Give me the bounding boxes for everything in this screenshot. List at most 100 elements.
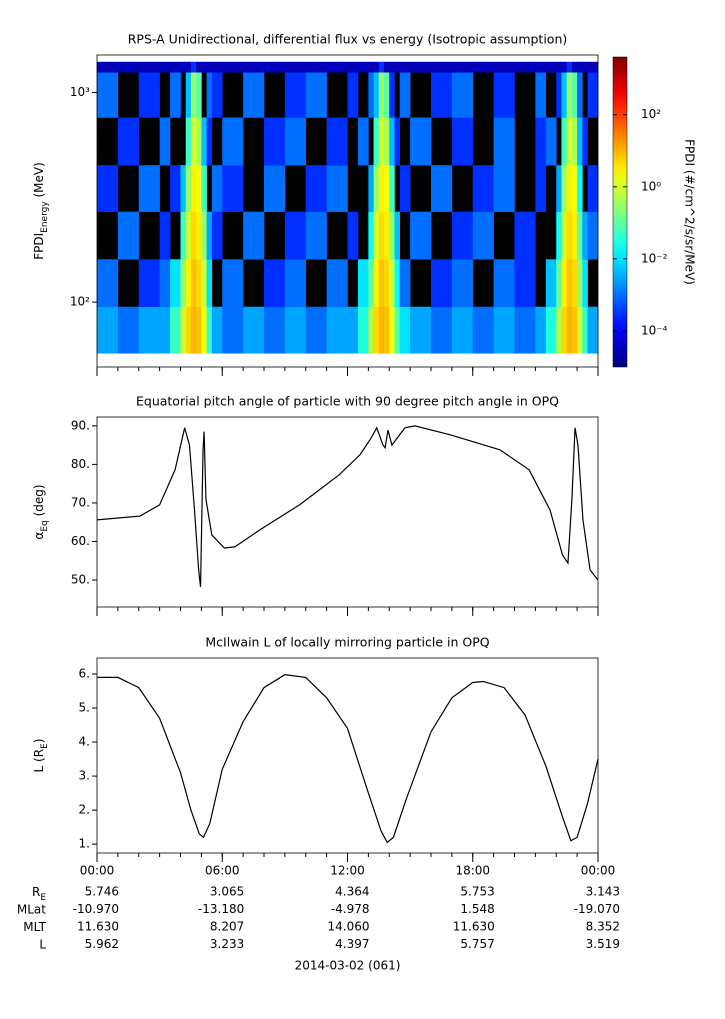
heatmap-cell — [582, 259, 588, 308]
heatmap-cell — [399, 259, 411, 308]
heatmap-cell — [138, 72, 160, 118]
heatmap-cell — [378, 72, 385, 118]
heatmap-cell — [222, 117, 244, 166]
y-tick-label: 70. — [71, 495, 90, 509]
heatmap-cell — [493, 117, 515, 166]
colorbar-tick-label: 10⁻² — [641, 251, 668, 265]
y-tick-label: 2. — [79, 803, 90, 817]
heatmap-cell — [206, 117, 213, 166]
heatmap-cell — [264, 165, 286, 212]
ephemeris-row-label: MLT — [23, 920, 46, 934]
heatmap-cell — [431, 306, 453, 354]
heatmap-cell — [378, 211, 385, 260]
heatmap-cell — [472, 165, 494, 212]
heatmap-cell — [211, 165, 223, 212]
heatmap-cell — [566, 165, 573, 212]
heatmap-cell — [368, 259, 374, 308]
ephemeris-value: 3.233 — [210, 937, 244, 951]
heatmap-cell — [545, 259, 557, 308]
heatmap-cell — [222, 61, 244, 73]
y-tick-label: 3. — [79, 769, 90, 783]
heatmap-cell — [582, 61, 588, 73]
heatmap-cell — [514, 61, 536, 73]
heatmap-cell — [373, 165, 380, 212]
heatmap-cell — [389, 211, 395, 260]
ephemeris-value: 1.548 — [460, 902, 494, 916]
heatmap-cell — [159, 61, 171, 73]
heatmap-cell — [571, 259, 578, 308]
heatmap-cell — [201, 117, 207, 166]
heatmap-cell — [493, 72, 515, 118]
heatmap-cell — [451, 306, 474, 354]
ephemeris-value: 3.519 — [586, 937, 620, 951]
heatmap-cell — [566, 211, 573, 260]
heatmap-cell — [201, 165, 207, 212]
heatmap-cell — [545, 306, 557, 354]
heatmap-cell — [170, 165, 181, 212]
heatmap-cell — [399, 72, 411, 118]
heatmap-cell — [472, 61, 494, 73]
heatmap-cell — [514, 306, 536, 354]
heatmap-cell — [389, 306, 395, 354]
heatmap-cell — [190, 259, 197, 308]
heatmap-cell — [190, 117, 197, 166]
heatmap-cell — [185, 259, 192, 308]
heatmap-cell — [196, 117, 202, 166]
heatmap-cell — [196, 72, 202, 118]
heatmap-cell — [410, 306, 432, 354]
y-tick-label: 10³ — [70, 85, 90, 99]
heatmap-cell — [326, 165, 348, 212]
heatmap-cell — [138, 165, 160, 212]
colorbar — [612, 56, 628, 368]
heatmap-cell — [159, 211, 171, 260]
heatmap-cell — [347, 211, 359, 260]
heatmap-cell — [577, 117, 583, 166]
chart-title: Equatorial pitch angle of particle with … — [136, 394, 559, 409]
heatmap-cell — [117, 306, 140, 354]
heatmap-cell — [97, 61, 119, 73]
heatmap-cell — [582, 211, 588, 260]
heatmap-cell — [566, 117, 573, 166]
heatmap-cell — [138, 259, 160, 308]
heatmap-cell — [347, 72, 359, 118]
heatmap-cell — [243, 72, 265, 118]
ephemeris-value: 14.060 — [328, 920, 370, 934]
heatmap-cell — [389, 61, 395, 73]
heatmap-cell — [326, 306, 348, 354]
heatmap-cell — [535, 61, 547, 73]
heatmap-cell — [577, 72, 583, 118]
y-axis-label: αEq (deg) — [32, 484, 50, 539]
heatmap-cell — [243, 61, 265, 73]
heatmap-cell — [170, 259, 181, 308]
heatmap-cell — [201, 211, 207, 260]
heatmap-cell — [577, 61, 583, 73]
heatmap-cell — [284, 72, 307, 118]
heatmap-cell — [561, 61, 567, 73]
ephemeris-value: -10.970 — [73, 902, 119, 916]
heatmap-cell — [535, 72, 547, 118]
heatmap-cell — [384, 117, 390, 166]
ephemeris-value: 5.753 — [460, 885, 494, 899]
heatmap-cell — [326, 61, 348, 73]
heatmap-cell — [347, 306, 359, 354]
heatmap-cell — [180, 211, 187, 260]
y-tick-label: 80. — [71, 457, 90, 471]
y-tick-label: 6. — [79, 666, 90, 680]
heatmap-cell — [394, 211, 400, 260]
heatmap-cell — [566, 306, 573, 354]
heatmap-cell — [577, 211, 583, 260]
ephemeris-value: -4.978 — [331, 902, 370, 916]
heatmap-cell — [577, 259, 583, 308]
heatmap-cell — [185, 211, 192, 260]
heatmap-cell — [373, 72, 380, 118]
heatmap-cell — [399, 306, 411, 354]
heatmap-cell — [201, 61, 207, 73]
heatmap-cell — [264, 117, 286, 166]
heatmap-cell — [180, 165, 187, 212]
heatmap-cell — [566, 72, 573, 118]
heatmap-cell — [556, 211, 562, 260]
y-tick-label: 1. — [79, 837, 90, 851]
heatmap-cell — [561, 117, 567, 166]
heatmap-cell — [170, 61, 181, 73]
